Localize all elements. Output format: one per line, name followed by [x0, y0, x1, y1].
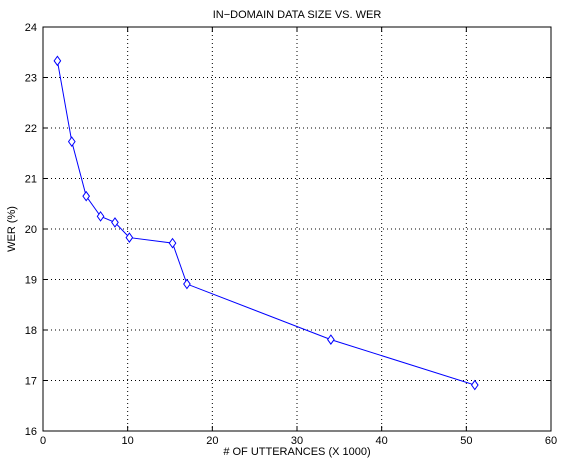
x-tick-label: 20: [206, 435, 218, 447]
series-line: [56, 60, 475, 386]
y-tick-label: 22: [25, 123, 37, 135]
chart-title: IN−DOMAIN DATA SIZE VS. WER: [213, 9, 382, 21]
data-point-marker: [82, 190, 91, 202]
y-tick-label: 20: [25, 224, 37, 236]
axis-ticks: 0 10 20 30 40 50 60 16 17 18 19 20 21 22 23 24: [25, 22, 557, 447]
series-blue: [53, 55, 479, 391]
data-point-marker: [183, 278, 191, 290]
y-tick-label: 19: [25, 275, 37, 287]
x-tick-label: 30: [291, 435, 303, 447]
y-tick-label: 17: [25, 376, 37, 388]
x-tick-label: 50: [460, 435, 472, 447]
y-tick-label: 24: [25, 22, 37, 34]
x-tick-label: 0: [40, 435, 46, 447]
y-tick-label: 21: [25, 174, 37, 186]
x-tick-label: 60: [545, 435, 557, 447]
data-point-marker: [168, 237, 177, 249]
y-tick-label: 23: [25, 73, 37, 85]
x-tick-label: 10: [122, 435, 134, 447]
y-axis-label: WER (%): [6, 206, 18, 252]
data-point-marker: [53, 55, 62, 67]
y-tick-label: 18: [25, 325, 37, 337]
data-point-marker: [67, 136, 76, 147]
data-point-marker: [327, 334, 335, 345]
data-point-marker: [125, 232, 134, 243]
data-point-marker: [96, 211, 105, 222]
data-point-marker: [111, 217, 119, 228]
x-tick-label: 40: [376, 435, 388, 447]
y-tick-label: 16: [25, 426, 37, 438]
data-point-marker: [470, 379, 479, 391]
grid: [43, 27, 551, 431]
x-axis-label: # OF UTTERANCES (X 1000): [223, 446, 370, 458]
